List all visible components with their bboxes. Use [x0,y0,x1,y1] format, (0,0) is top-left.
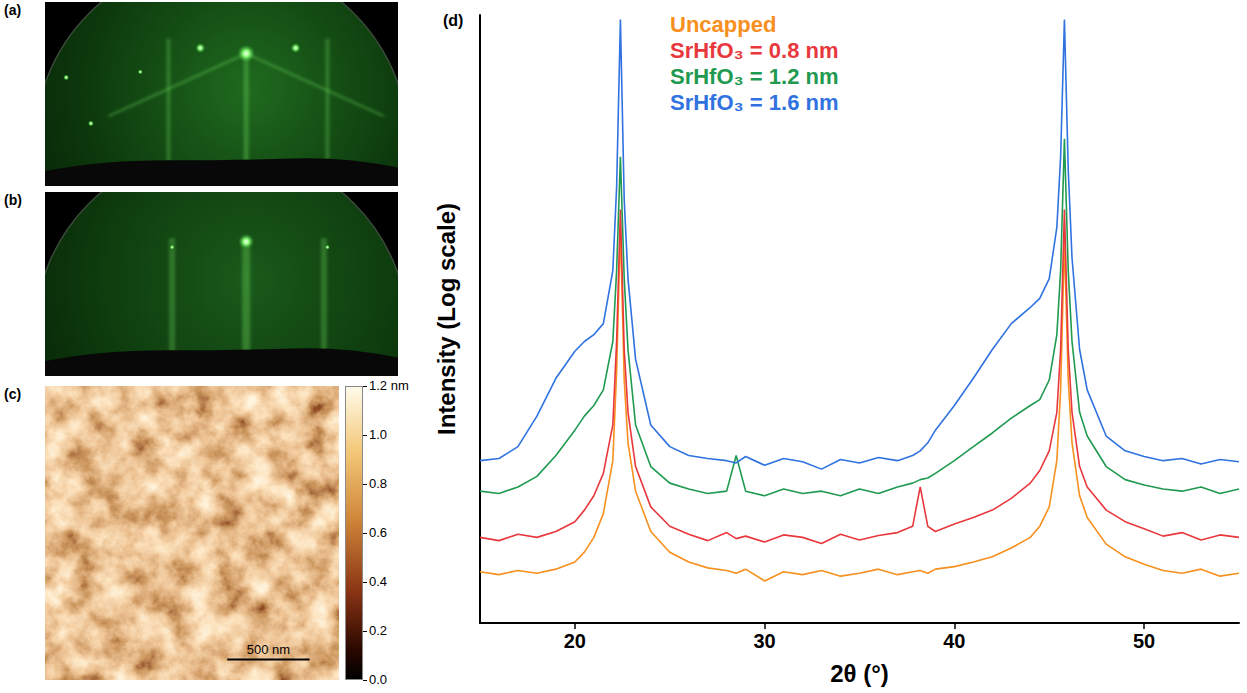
svg-text:500 nm: 500 nm [247,642,290,657]
html-text:0.4: 0.4 [369,574,388,589]
html-text:0.8: 0.8 [369,476,388,491]
svg-text:50: 50 [1133,630,1155,652]
html-text:(b): (b) [4,192,22,208]
html-text:(c): (c) [4,386,22,402]
svg-text:SrHfO₃ = 1.2 nm: SrHfO₃ = 1.2 nm [670,64,839,89]
svg-text:30: 30 [754,630,776,652]
html-text:0.6: 0.6 [369,525,388,540]
html-text:1.0: 1.0 [369,427,388,442]
svg-text:Intensity (Log scale): Intensity (Log scale) [433,203,460,435]
html-text:0.2: 0.2 [369,623,388,638]
svg-text:2θ (°): 2θ (°) [830,660,889,687]
html-text:(a): (a) [4,2,22,18]
html-text:(d): (d) [443,12,464,29]
svg-text:20: 20 [564,630,586,652]
svg-text:SrHfO₃ = 0.8 nm: SrHfO₃ = 0.8 nm [670,38,839,63]
svg-text:SrHfO₃ = 1.6 nm: SrHfO₃ = 1.6 nm [670,90,839,115]
html-text:0.0: 0.0 [369,672,388,687]
svg-text:Uncapped: Uncapped [670,12,776,37]
svg-text:40: 40 [943,630,965,652]
html-text:1.2 nm: 1.2 nm [369,378,409,393]
